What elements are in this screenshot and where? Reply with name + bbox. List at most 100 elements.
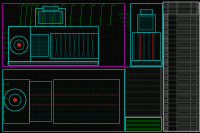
Circle shape xyxy=(17,43,21,47)
Bar xyxy=(192,71,196,75)
Bar xyxy=(178,62,190,66)
Bar xyxy=(164,85,168,89)
Bar xyxy=(178,104,190,108)
Bar xyxy=(164,7,168,11)
Bar xyxy=(192,122,196,126)
Bar xyxy=(192,48,196,52)
Bar xyxy=(164,30,168,34)
Bar xyxy=(178,81,190,85)
Bar xyxy=(164,48,168,52)
Bar xyxy=(178,30,190,34)
Bar xyxy=(131,60,161,65)
Bar xyxy=(178,127,190,131)
Bar xyxy=(164,127,168,131)
Bar xyxy=(192,117,196,121)
Bar xyxy=(192,25,196,29)
Circle shape xyxy=(13,98,17,102)
Bar xyxy=(192,99,196,103)
Bar xyxy=(192,21,196,25)
Bar xyxy=(178,44,190,48)
Bar xyxy=(164,108,168,112)
Bar xyxy=(192,58,196,62)
Bar xyxy=(35,8,65,26)
Bar xyxy=(178,35,190,39)
Bar xyxy=(125,117,161,131)
Bar xyxy=(192,16,196,20)
Bar xyxy=(164,94,168,98)
Bar xyxy=(192,62,196,66)
Bar xyxy=(178,117,190,121)
Bar xyxy=(178,122,190,126)
Bar xyxy=(163,2,199,131)
Bar xyxy=(3,79,29,123)
Bar xyxy=(178,71,190,75)
Bar xyxy=(164,113,168,117)
Bar xyxy=(50,33,98,58)
Bar xyxy=(178,7,190,11)
Bar xyxy=(53,79,119,123)
Bar xyxy=(139,16,153,30)
Bar xyxy=(192,35,196,39)
Bar xyxy=(164,99,168,103)
Bar xyxy=(164,81,168,85)
Bar xyxy=(178,39,190,43)
Bar xyxy=(192,67,196,71)
Bar xyxy=(29,81,51,121)
Bar xyxy=(178,85,190,89)
Bar xyxy=(192,39,196,43)
Bar xyxy=(192,7,196,11)
Bar xyxy=(2,69,124,131)
Bar xyxy=(178,16,190,20)
Bar xyxy=(163,2,199,14)
Bar xyxy=(164,25,168,29)
Bar xyxy=(140,9,152,14)
Bar xyxy=(38,11,62,23)
Bar xyxy=(164,67,168,71)
Bar xyxy=(164,44,168,48)
Bar xyxy=(2,3,124,66)
Bar xyxy=(8,61,98,65)
Bar xyxy=(178,108,190,112)
Bar xyxy=(132,32,160,60)
Bar xyxy=(8,26,98,61)
Bar xyxy=(30,34,48,56)
Bar xyxy=(192,81,196,85)
Bar xyxy=(192,76,196,80)
Bar xyxy=(178,90,190,94)
Bar xyxy=(178,48,190,52)
Bar xyxy=(192,94,196,98)
Bar xyxy=(42,6,58,10)
Bar xyxy=(137,14,155,32)
Bar xyxy=(192,104,196,108)
Bar xyxy=(164,39,168,43)
Bar xyxy=(192,113,196,117)
Bar xyxy=(178,21,190,25)
Bar xyxy=(164,71,168,75)
Bar xyxy=(178,94,190,98)
Bar xyxy=(164,90,168,94)
Bar xyxy=(164,35,168,39)
Bar xyxy=(164,104,168,108)
Bar xyxy=(192,30,196,34)
Bar xyxy=(192,44,196,48)
Bar xyxy=(8,26,30,61)
Bar xyxy=(178,76,190,80)
Bar xyxy=(164,2,168,6)
Bar xyxy=(164,21,168,25)
Bar xyxy=(164,62,168,66)
Bar xyxy=(178,67,190,71)
Bar xyxy=(192,127,196,131)
Bar xyxy=(164,16,168,20)
Bar xyxy=(178,25,190,29)
Bar xyxy=(178,99,190,103)
Bar xyxy=(192,53,196,57)
Bar xyxy=(164,12,168,16)
Bar xyxy=(178,2,190,6)
Bar xyxy=(192,85,196,89)
Bar xyxy=(192,90,196,94)
Bar xyxy=(192,2,196,6)
Bar xyxy=(125,67,161,117)
Bar xyxy=(164,122,168,126)
Bar xyxy=(178,12,190,16)
Bar xyxy=(178,58,190,62)
